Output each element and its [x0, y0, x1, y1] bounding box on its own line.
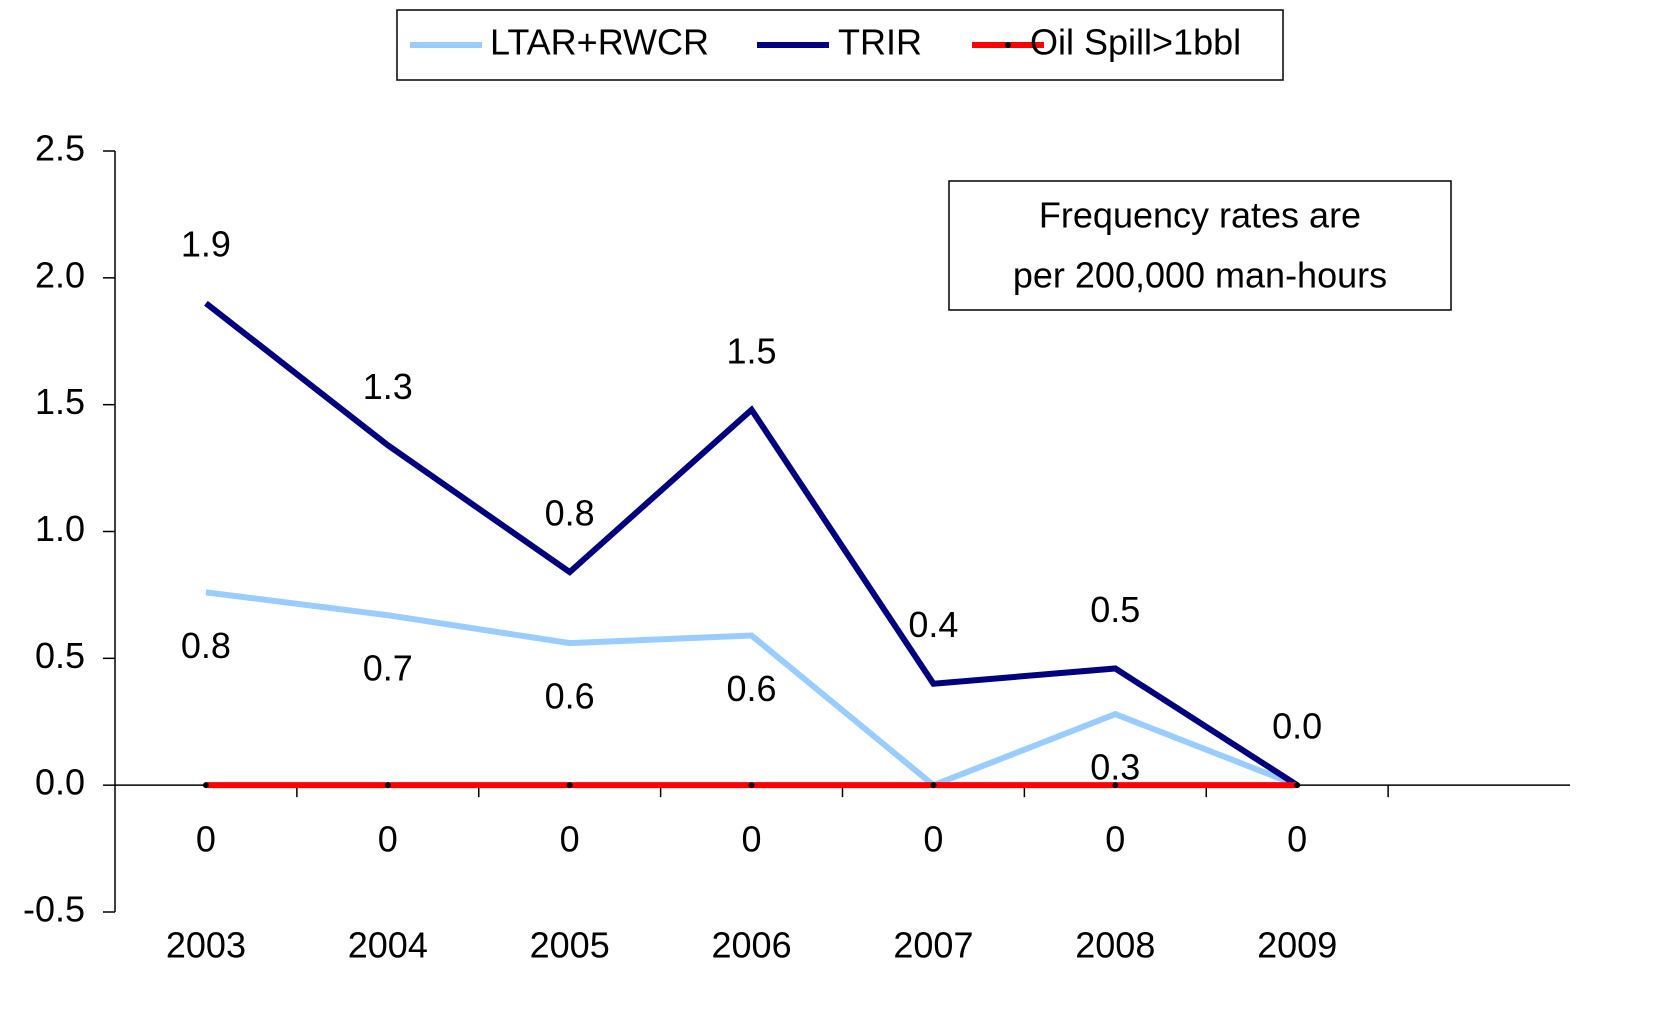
data-label: 1.5 [727, 330, 777, 371]
y-tick-label: 2.0 [35, 254, 85, 295]
annotation: Frequency rates are [1039, 195, 1361, 236]
y-tick-label: 1.5 [35, 381, 85, 422]
data-label: 0.3 [1090, 747, 1140, 788]
data-label: 0.7 [363, 648, 413, 689]
y-tick-label: 1.0 [35, 508, 85, 549]
x-tick-label: 2004 [348, 925, 428, 966]
data-label: 1.3 [363, 366, 413, 407]
marker [566, 782, 573, 789]
data-label: 0 [378, 819, 398, 860]
legend-label: Oil Spill>1bbl [1030, 22, 1241, 63]
series-line [204, 300, 1299, 788]
x-tick-label: 2008 [1075, 925, 1155, 966]
y-tick-label: 2.5 [35, 128, 85, 169]
marker [1112, 782, 1119, 789]
x-tick-label: 2007 [893, 925, 973, 966]
data-label: 0.4 [908, 604, 958, 645]
x-tick-label: 2005 [530, 925, 610, 966]
legend-box [396, 9, 1284, 81]
data-label: 0 [1287, 819, 1307, 860]
annotation-box [948, 180, 1452, 311]
data-label: 0 [1105, 819, 1125, 860]
x-tick-label: 2009 [1257, 925, 1337, 966]
y-tick-label: 0.5 [35, 635, 85, 676]
data-label: 0 [560, 819, 580, 860]
legend-label: LTAR+RWCR [490, 22, 709, 63]
annotation: per 200,000 man-hours [1013, 255, 1387, 296]
marker [202, 782, 209, 789]
data-label: 0 [923, 819, 943, 860]
data-label: 0 [742, 819, 762, 860]
data-label: 0.0 [1272, 706, 1322, 747]
series-line [205, 589, 1299, 789]
data-label: 0 [196, 819, 216, 860]
legend-marker [1005, 42, 1011, 48]
marker [1294, 782, 1301, 789]
data-label: 0.8 [181, 625, 231, 666]
data-label: 1.9 [181, 224, 231, 265]
data-label: 0.6 [727, 668, 777, 709]
data-label: 0.8 [545, 493, 595, 534]
data-label: 0.6 [545, 676, 595, 717]
x-tick-label: 2003 [166, 925, 246, 966]
data-label: 0.5 [1090, 589, 1140, 630]
marker [384, 782, 391, 789]
marker [748, 782, 755, 789]
y-tick-label: 0.0 [35, 762, 85, 803]
y-tick-label: -0.5 [23, 889, 85, 930]
legend-label: TRIR [838, 22, 922, 63]
x-tick-label: 2006 [712, 925, 792, 966]
marker [930, 782, 937, 789]
